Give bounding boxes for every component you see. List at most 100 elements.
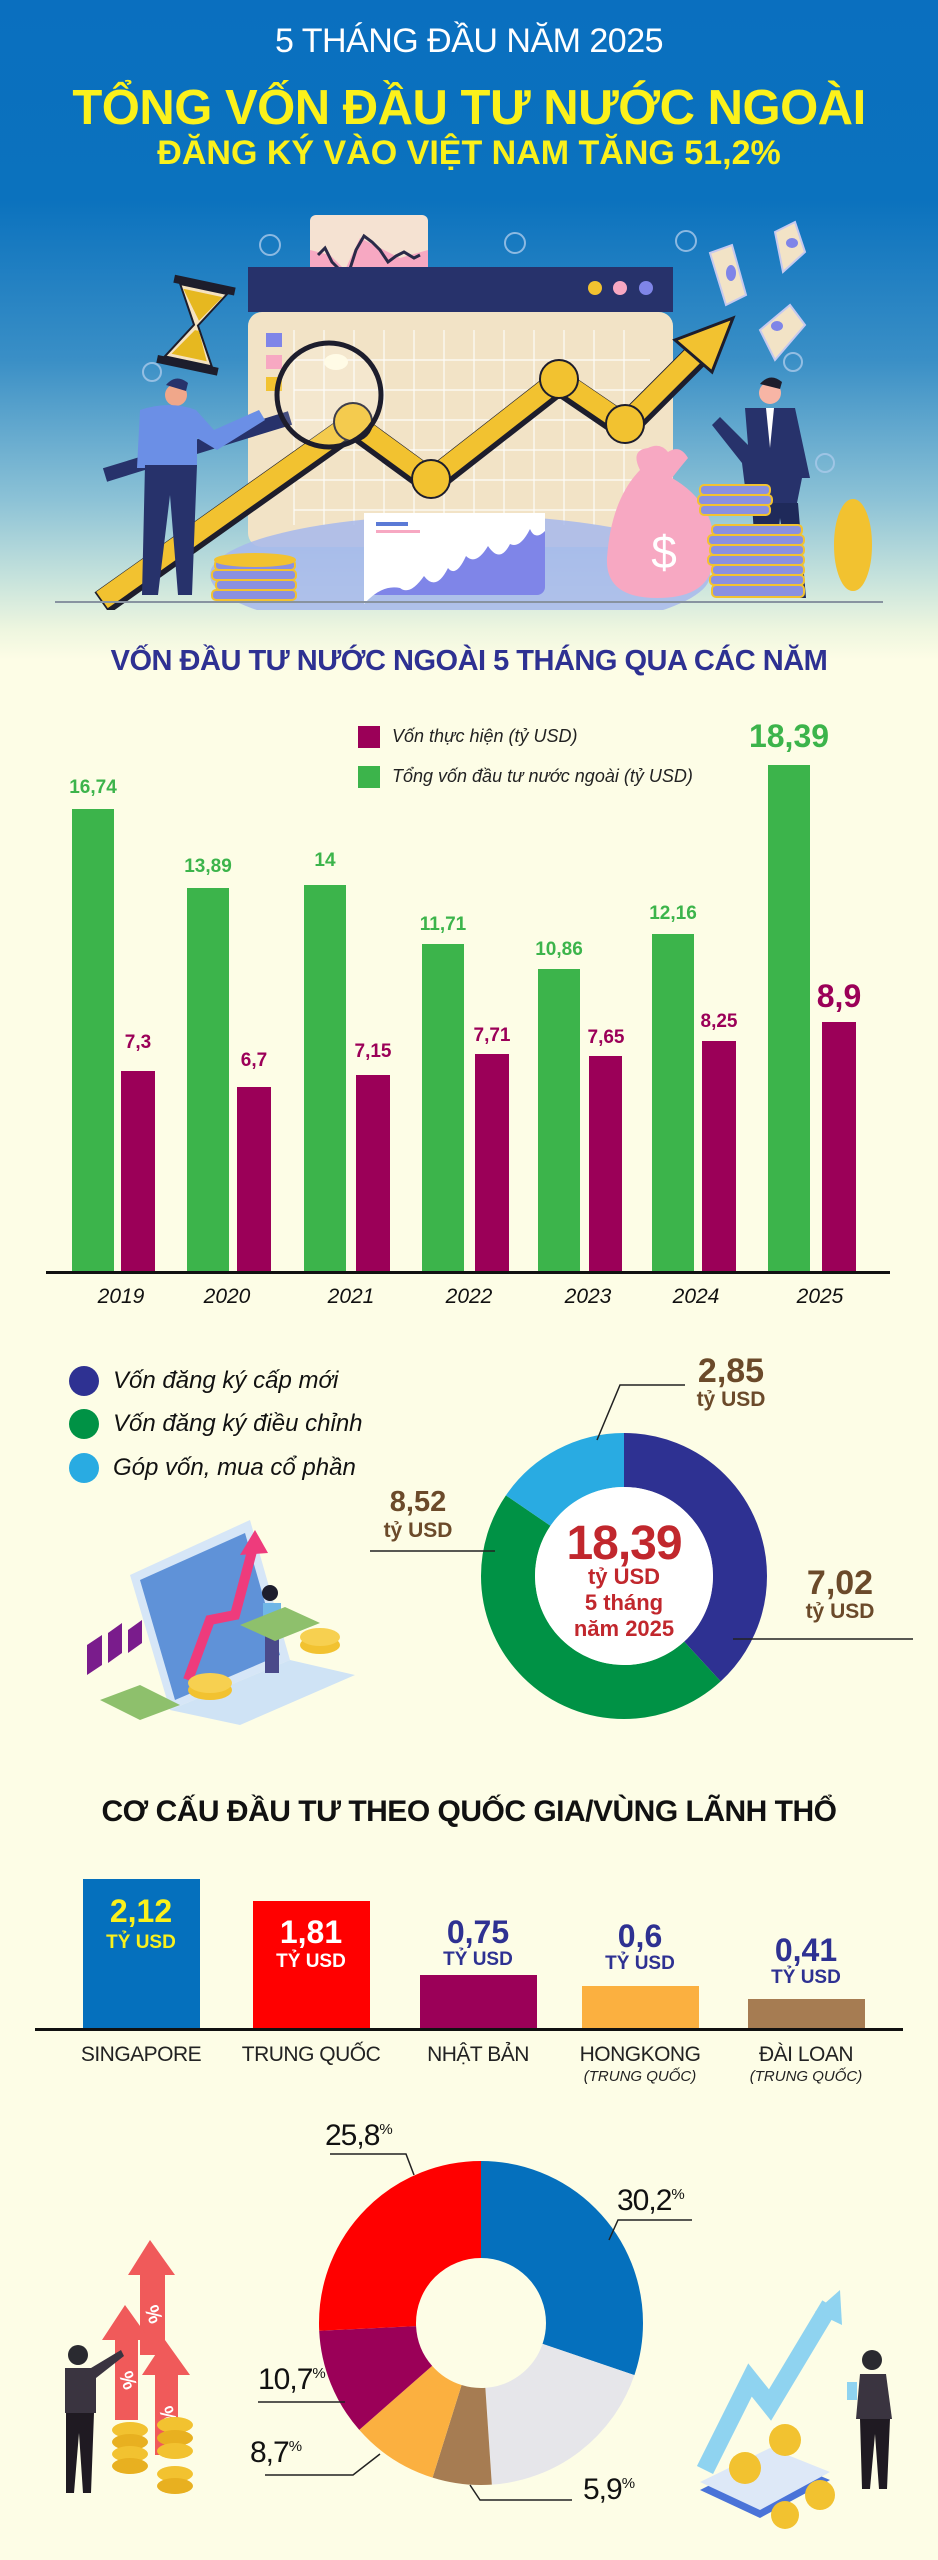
country-label-dai-loan: ĐÀI LOAN (758, 2043, 854, 2066)
bars-icon (87, 1620, 142, 1675)
unit-trung-quoc: TỶ USD (276, 1951, 346, 1972)
slice-unit-shares: tỷ USD (696, 1388, 766, 1411)
money-growth-illustration (696, 2290, 892, 2529)
money-bag-icon: $ (606, 445, 715, 598)
bar-trung-quoc (253, 1901, 370, 2030)
value-realized-2023: 7,65 (587, 1027, 625, 1048)
value-total-2023: 10,86 (535, 939, 583, 960)
value-realized-2025: 8,9 (816, 978, 862, 1014)
section3-title: CƠ CẤU ĐẦU TƯ THEO QUỐC GIA/VÙNG LÃNH TH… (101, 1795, 837, 1828)
bar-singapore (83, 1879, 200, 2030)
segment-shares (481, 1433, 767, 1719)
bar-hongkong (582, 1986, 699, 2030)
segment-dai-loan (319, 2161, 643, 2485)
value-total-2024: 12,16 (649, 903, 697, 924)
legend-label-total: Tổng vốn đầu tư nước ngoài (tỷ USD) (392, 766, 693, 786)
legend-dot-shares (69, 1453, 99, 1483)
donut-center-value: 18,39 (566, 1517, 682, 1570)
value-realized-2020: 6,7 (240, 1050, 268, 1071)
donut-center-year: năm 2025 (573, 1616, 675, 1641)
hourglass-icon (156, 274, 236, 376)
share-label-dai-loan: 5,9% (583, 2473, 635, 2506)
header-title-line2: ĐĂNG KÝ VÀO VIỆT NAM TĂNG 51,2% (157, 134, 781, 172)
percent-arrows-illustration: % % % (65, 2240, 193, 2494)
header-subtitle: 5 THÁNG ĐẦU NĂM 2025 (274, 22, 664, 60)
trend-arrow-icon (94, 315, 736, 610)
legend-swatch-realized (358, 726, 380, 748)
value-realized-2024: 8,25 (700, 1011, 738, 1032)
country-share-donut-chart (319, 2161, 643, 2485)
legend-label-shares: Góp vốn, mua cổ phần (113, 1454, 356, 1481)
laptop-growth-illustration (87, 1520, 355, 1725)
share-label-trung-quoc: 25,8% (325, 2119, 393, 2152)
cash-stack-icon (700, 2448, 830, 2518)
coin-stacks-icon (211, 484, 872, 601)
share-label-singapore: 30,2% (617, 2184, 685, 2217)
year-label-2020: 2020 (203, 1285, 251, 1308)
bar-realized-2025 (822, 1022, 856, 1273)
donut-center-period: 5 tháng (584, 1590, 664, 1615)
unit-nhat-ban: TỶ USD (443, 1949, 513, 1970)
businessman-pointing-icon (65, 2345, 124, 2493)
bar-total-2020 (187, 888, 229, 1273)
growth-arrow-icon (183, 1530, 268, 1682)
value-nhat-ban: 0,75 (446, 1914, 510, 1950)
decor-circles-icon (142, 230, 835, 473)
bar-realized-2024 (702, 1041, 736, 1273)
slice-value-new: 7,02 (806, 1564, 874, 1602)
legend-dot-new (69, 1366, 99, 1396)
country-label-trung-quoc: TRUNG QUỐC (241, 2043, 381, 2066)
area-chart-card-icon (364, 513, 545, 604)
slice-value-adjusted: 8,52 (389, 1486, 447, 1518)
growth-zigzag-arrow-icon (696, 2290, 842, 2475)
bar-realized-2019 (121, 1071, 155, 1273)
legend-label-realized: Vốn thực hiện (tỷ USD) (392, 726, 578, 746)
x-axis (46, 1271, 890, 1274)
capital-donut-chart (481, 1433, 767, 1719)
bar-nhat-ban (420, 1975, 537, 2030)
value-total-2020: 13,89 (184, 856, 232, 877)
value-trung-quoc: 1,81 (279, 1914, 343, 1950)
legend-label-new: Vốn đăng ký cấp mới (113, 1367, 339, 1394)
donut-center (535, 1487, 713, 1665)
coins-icon (188, 1628, 340, 1700)
slice-value-shares: 2,85 (697, 1352, 765, 1390)
value-realized-2019: 7,3 (124, 1032, 152, 1053)
coin-stacks-icon (112, 2417, 193, 2494)
hero-illustration: $ (55, 215, 883, 610)
share-label-nhat-ban: 10,7% (258, 2363, 326, 2396)
bar-total-2019 (72, 809, 114, 1273)
donut2-leader-lines (258, 2153, 692, 2501)
country-sublabel-hongkong: (TRUNG QUỐC) (583, 2068, 697, 2085)
section1-title: VỐN ĐẦU TƯ NƯỚC NGOÀI 5 THÁNG QUA CÁC NĂ… (110, 645, 828, 677)
country-label-nhat-ban: NHẬT BẢN (427, 2043, 529, 2066)
bar-realized-2023 (589, 1056, 622, 1273)
value-singapore: 2,12 (109, 1893, 173, 1929)
svg-text:$: $ (651, 526, 677, 578)
analyst-man-icon (137, 378, 265, 595)
bar-total-2021 (304, 885, 346, 1273)
segment-trung-quoc (319, 2161, 643, 2485)
value-total-2021: 14 (314, 850, 336, 871)
value-realized-2022: 7,71 (473, 1025, 511, 1046)
year-label-2021: 2021 (327, 1285, 375, 1308)
value-hongkong: 0,6 (617, 1918, 663, 1954)
country-label-singapore: SINGAPORE (80, 2043, 202, 2066)
donut1-leader-lines (370, 1384, 913, 1640)
value-total-2022: 11,71 (419, 914, 467, 935)
legend-dot-adjusted (69, 1409, 99, 1439)
bar-total-2025 (768, 765, 810, 1273)
value-dai-loan: 0,41 (774, 1932, 838, 1968)
legend-label-adjusted: Vốn đăng ký điều chỉnh (113, 1410, 363, 1437)
segment-adjusted (481, 1433, 767, 1719)
year-label-2022: 2022 (445, 1285, 493, 1308)
banknotes-icon (708, 220, 807, 362)
bar-realized-2022 (475, 1054, 509, 1273)
bar-total-2022 (422, 944, 464, 1273)
header-title: TỔNG VỐN ĐẦU TƯ NƯỚC NGOÀI (72, 81, 866, 135)
year-label-2019: 2019 (97, 1285, 145, 1308)
businessman-tablet-icon (847, 2350, 892, 2489)
slice-unit-adjusted: tỷ USD (383, 1519, 453, 1542)
year-label-2023: 2023 (564, 1285, 612, 1308)
donut-center-unit: tỷ USD (587, 1564, 661, 1589)
